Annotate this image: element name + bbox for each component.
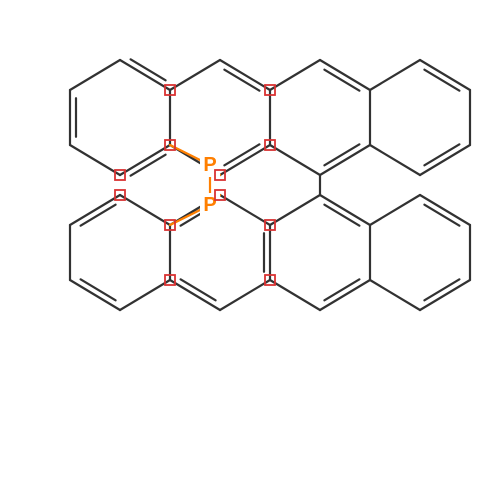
molecule-diagram: PP — [0, 0, 500, 500]
